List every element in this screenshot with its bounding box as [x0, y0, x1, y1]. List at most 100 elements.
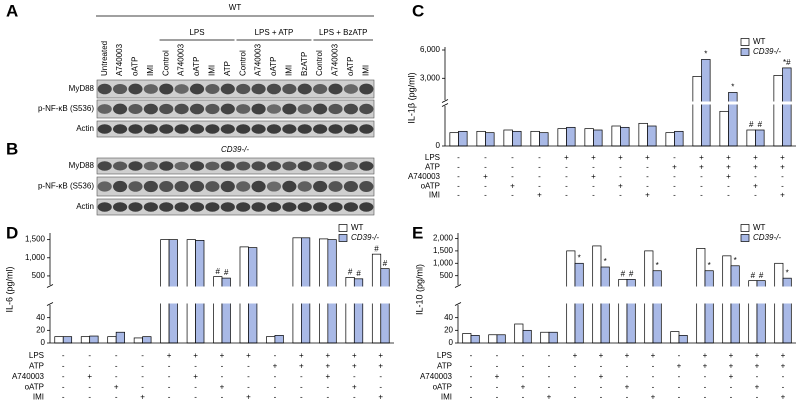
- significance-mark: #: [621, 270, 626, 279]
- y-tick-label: 2,000: [433, 234, 454, 243]
- genotype-label: CD39-/-: [221, 145, 249, 154]
- break-slash: [454, 302, 462, 306]
- blot-band: [220, 83, 235, 95]
- blot-band: [97, 124, 112, 134]
- treatment-sign: +: [483, 172, 488, 181]
- treatment-sign: -: [496, 362, 499, 371]
- blot-band: [343, 103, 358, 115]
- blot-band: [251, 83, 266, 95]
- treatment-sign: +: [537, 191, 542, 200]
- treatment-sign: +: [495, 372, 500, 381]
- group-label: LPS: [189, 28, 204, 37]
- treatment-sign: -: [62, 362, 65, 371]
- blot-band: [282, 202, 297, 212]
- blot-band: [159, 202, 174, 212]
- treatment-label: oATP: [421, 181, 440, 190]
- legend-swatch: [740, 234, 750, 242]
- treatment-sign: +: [729, 372, 734, 381]
- treatment-sign: +: [140, 393, 145, 402]
- blot-band: [205, 161, 220, 171]
- bar: [458, 130, 468, 147]
- treatment-sign: +: [780, 163, 785, 172]
- blot-band: [128, 83, 143, 95]
- treatment-sign: -: [247, 372, 250, 381]
- treatment-sign: -: [327, 393, 330, 402]
- treatment-sign: -: [678, 372, 681, 381]
- bar: [115, 331, 125, 344]
- blot-band: [143, 103, 158, 115]
- treatment-sign: +: [781, 362, 786, 371]
- blot-band: [313, 124, 328, 134]
- bar: [674, 130, 684, 147]
- blot-band: [174, 202, 189, 212]
- treatment-sign: +: [651, 393, 656, 402]
- treatment-sign: +: [378, 393, 383, 402]
- treatment-sign: -: [194, 393, 197, 402]
- panel-label: C: [412, 1, 424, 20]
- bar: [548, 331, 558, 344]
- treatment-sign: -: [700, 181, 703, 190]
- bar: [462, 333, 472, 344]
- blot-band: [113, 202, 128, 212]
- break-slash: [46, 302, 54, 306]
- treatment-sign: +: [726, 172, 731, 181]
- blot-band: [266, 181, 282, 192]
- blot-band: [313, 161, 328, 171]
- significance-mark: *: [734, 256, 737, 265]
- treatment-sign: +: [618, 153, 623, 162]
- significance-mark: #: [224, 268, 229, 277]
- blot-band: [113, 124, 128, 134]
- treatment-sign: +: [326, 351, 331, 360]
- bar: [380, 268, 390, 344]
- blot-band: [159, 181, 174, 192]
- bar: [89, 335, 99, 344]
- bar: [638, 122, 648, 147]
- blot-band: [359, 103, 374, 115]
- treatment-sign: -: [678, 351, 681, 360]
- y-tick-label: 3,000: [420, 73, 441, 82]
- treatment-sign: -: [168, 382, 171, 391]
- treatment-sign: -: [652, 382, 655, 391]
- legend-label: WT: [351, 223, 364, 232]
- legend-label: CD39-/-: [753, 233, 781, 242]
- blot-band: [220, 202, 235, 212]
- treatment-sign: -: [457, 191, 460, 200]
- significance-mark: #: [374, 244, 379, 253]
- treatment-sign: -: [730, 393, 733, 402]
- treatment-sign: -: [379, 382, 382, 391]
- significance-mark: *#: [783, 58, 791, 67]
- blot-band: [128, 124, 143, 134]
- treatment-label: LPS: [425, 153, 440, 162]
- treatment-sign: -: [619, 172, 622, 181]
- treatment-sign: -: [565, 163, 568, 172]
- lane-label: oATP: [346, 57, 355, 76]
- treatment-sign: +: [726, 153, 731, 162]
- treatment-sign: -: [781, 172, 784, 181]
- legend-swatch: [740, 224, 750, 232]
- treatment-sign: -: [756, 372, 759, 381]
- blot-band: [297, 83, 312, 95]
- blot-band: [159, 124, 174, 134]
- blot-band: [343, 161, 358, 171]
- blot-band: [297, 181, 312, 192]
- treatment-sign: +: [510, 181, 515, 190]
- blot-band: [313, 202, 328, 212]
- blot-band: [189, 180, 205, 193]
- blot-band: [189, 161, 205, 171]
- treatment-label: ATP: [437, 362, 452, 371]
- blot-band: [113, 180, 128, 193]
- blot-band: [328, 124, 343, 134]
- bar: [485, 132, 495, 147]
- treatment-sign: -: [646, 163, 649, 172]
- treatment-sign: +: [378, 362, 383, 371]
- treatment-sign: +: [167, 351, 172, 360]
- significance-mark: #: [759, 271, 764, 280]
- treatment-sign: -: [300, 372, 303, 381]
- blot-band: [205, 181, 220, 192]
- treatment-sign: -: [141, 351, 144, 360]
- treatment-sign: -: [574, 382, 577, 391]
- bar: [54, 336, 64, 344]
- y-axis-label: IL-6 (pg/ml): [4, 266, 14, 312]
- treatment-sign: -: [782, 372, 785, 381]
- y-tick-label: 40: [444, 313, 453, 322]
